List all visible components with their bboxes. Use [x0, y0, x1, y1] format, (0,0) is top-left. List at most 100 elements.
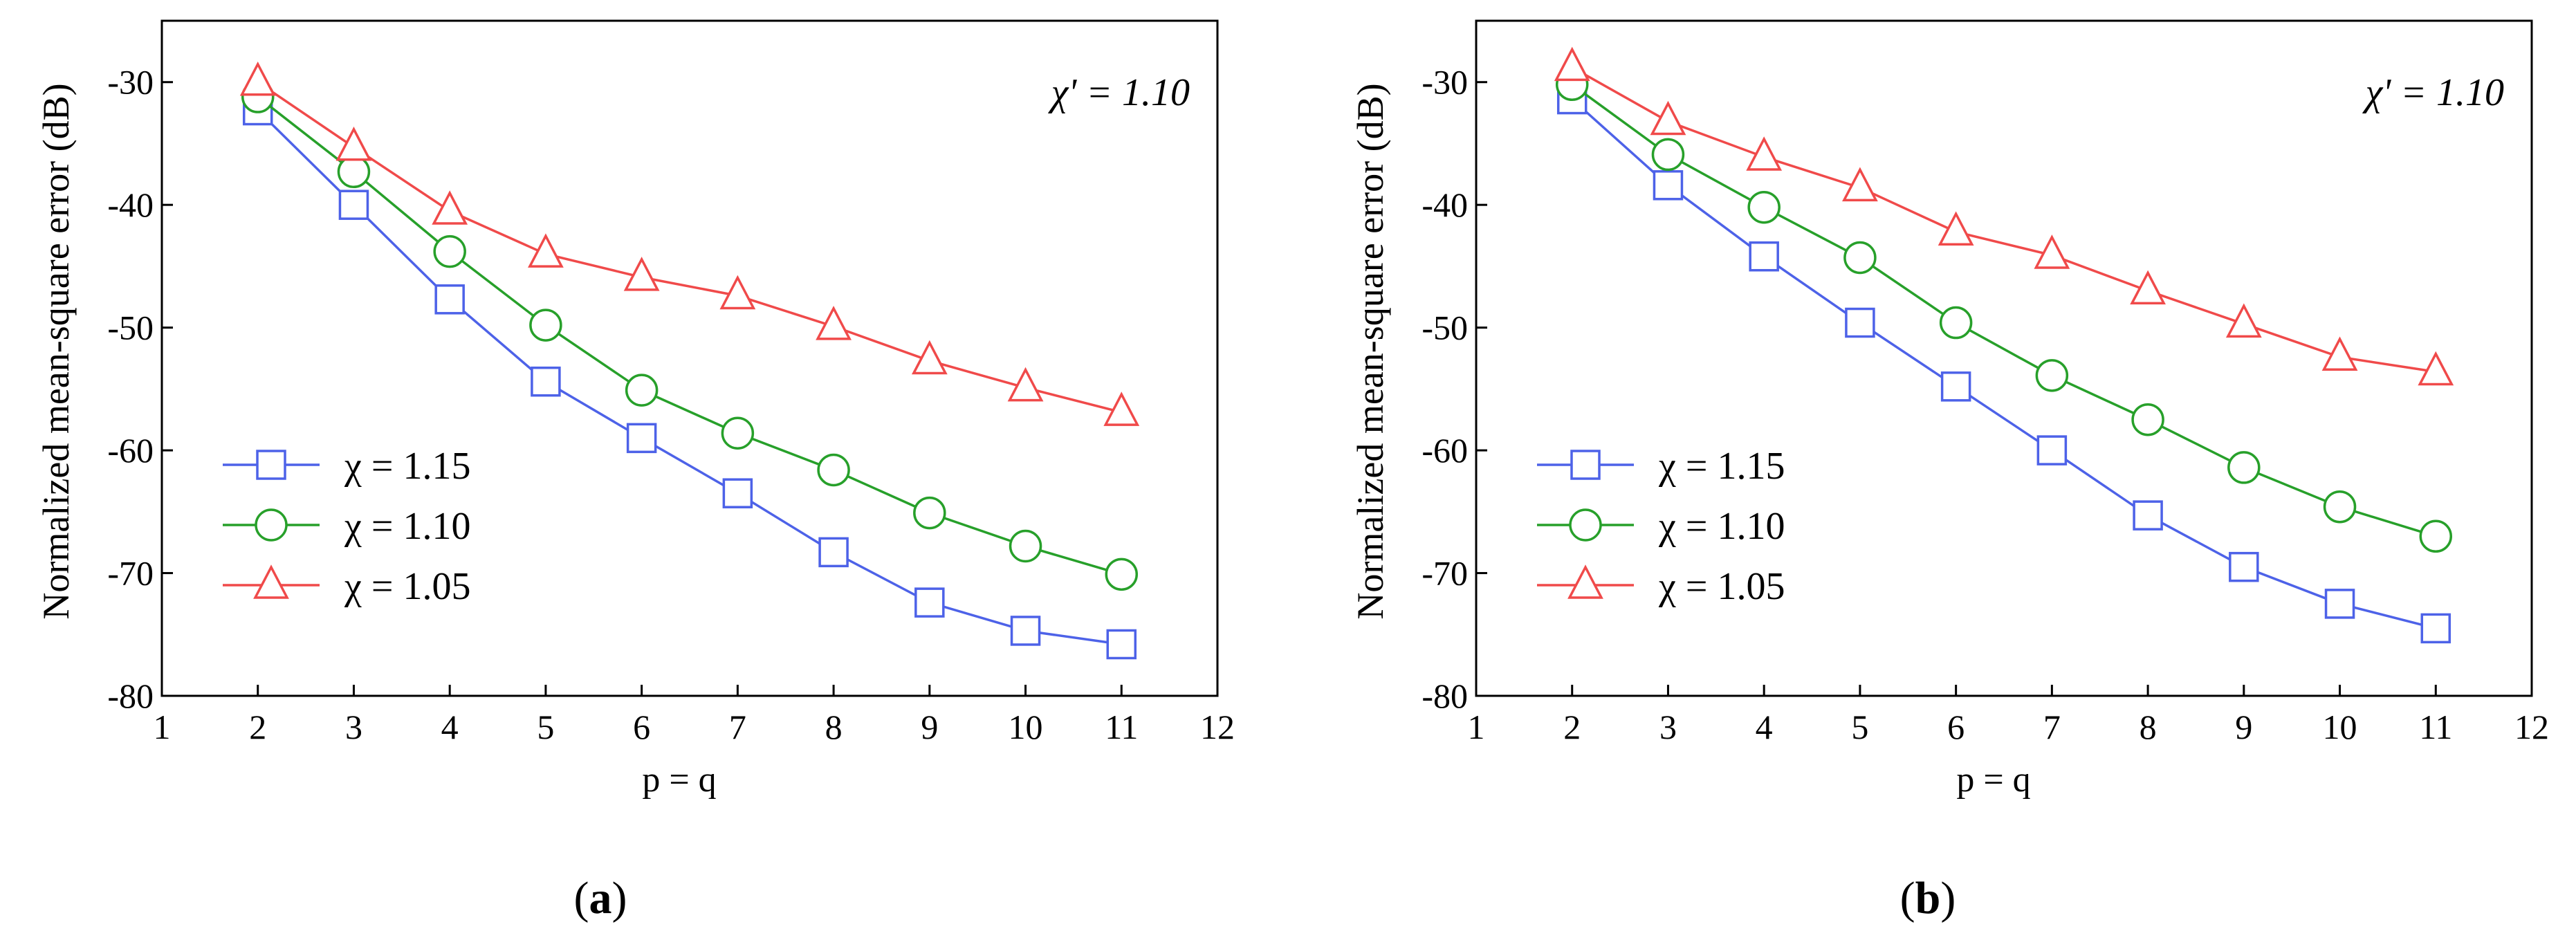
panel-label-close: )	[1940, 873, 1956, 923]
plot-frame	[160, 19, 1219, 697]
y-tick-label: -60	[1422, 431, 1468, 470]
series-line	[257, 95, 1122, 575]
x-tick-label: 6	[633, 708, 650, 746]
data-point	[338, 190, 369, 220]
data-point	[2035, 359, 2069, 392]
legend-label: χ = 1.10	[1658, 505, 1785, 548]
y-axis-label: Normalized mean-square error (dB)	[1350, 83, 1391, 619]
x-tick-label: 10	[1009, 708, 1043, 746]
legend-label: χ = 1.05	[1658, 565, 1785, 608]
x-tick-label: 2	[1563, 708, 1581, 746]
legend-marker	[253, 564, 289, 599]
data-point	[432, 190, 468, 225]
data-point	[722, 478, 753, 508]
legend-label: χ = 1.05	[344, 565, 470, 608]
data-point	[2324, 589, 2355, 619]
series-line	[257, 109, 1122, 646]
y-tick-label: -50	[1422, 308, 1468, 347]
x-axis-label: p = q	[1956, 760, 2030, 800]
x-axis-label: p = q	[642, 760, 716, 800]
panel-label: (b)	[1900, 873, 1956, 923]
data-point	[818, 537, 849, 568]
data-point	[2034, 234, 2070, 269]
legend-marker	[1569, 508, 1602, 542]
x-tick-label: 5	[537, 708, 554, 746]
data-point	[1650, 100, 1686, 136]
data-point	[625, 374, 659, 407]
data-point	[1105, 557, 1139, 591]
data-point	[1939, 306, 1973, 340]
x-tick-label: 9	[921, 708, 938, 746]
y-tick-label: -40	[107, 185, 154, 224]
series-triangle	[239, 61, 1140, 426]
data-point	[2225, 303, 2262, 338]
data-point	[239, 61, 276, 96]
legend-item: χ = 1.15	[223, 445, 470, 488]
data-point	[531, 366, 561, 397]
y-tick-label: -80	[1422, 676, 1468, 715]
series-circle	[1555, 68, 2453, 553]
x-tick-label: 8	[825, 708, 843, 746]
x-tick-label: 10	[2323, 708, 2357, 746]
data-point	[1843, 241, 1877, 275]
x-tick-label: 2	[249, 708, 266, 746]
data-point	[1747, 190, 1781, 224]
data-point	[816, 306, 852, 340]
y-axis-label: Normalized mean-square error (dB)	[35, 83, 77, 619]
series-circle	[241, 80, 1139, 591]
panel-label-open: (	[574, 873, 589, 923]
x-tick-label: 7	[2043, 708, 2061, 746]
data-point	[335, 127, 372, 161]
data-point	[2130, 270, 2166, 305]
x-tick-label: 5	[1851, 708, 1868, 746]
y-tick-label: -30	[1422, 63, 1468, 102]
data-point	[434, 284, 465, 315]
plot-frame	[1475, 19, 2533, 697]
legend-label: χ = 1.15	[344, 445, 470, 488]
legend: χ = 1.15 χ = 1.10 χ = 1.05	[223, 445, 470, 608]
legend-marker	[256, 450, 286, 480]
legend: χ = 1.15 χ = 1.10 χ = 1.05	[1537, 445, 1785, 608]
legend-item: χ = 1.05	[223, 564, 470, 608]
chart-panel-a: 1 2 3 4 5 6 7 8 9 10 11 12-30-40-50-60-70-80p = qNo…	[35, 19, 1235, 923]
data-point	[2229, 551, 2259, 582]
legend-label: χ = 1.15	[1658, 445, 1785, 488]
data-point	[2036, 435, 2068, 466]
data-point	[1746, 136, 1783, 171]
data-point	[1010, 616, 1041, 646]
data-point	[1007, 367, 1044, 402]
data-point	[2419, 519, 2453, 553]
data-point	[2418, 351, 2454, 386]
data-point	[2227, 451, 2261, 484]
x-tick-label: 7	[729, 708, 746, 746]
series-line	[1571, 66, 2436, 374]
data-point	[2131, 403, 2164, 436]
legend-marker	[255, 508, 288, 542]
x-tick-label: 1	[1468, 708, 1485, 746]
legend-marker	[1570, 450, 1601, 480]
y-tick-label: -70	[107, 554, 154, 593]
annotation-text: χ' = 1.10	[2362, 71, 2504, 114]
panel-label-letter: a	[589, 873, 612, 923]
data-point	[911, 340, 948, 375]
data-point	[721, 416, 755, 450]
data-point	[626, 423, 657, 454]
panel-label: (a)	[574, 873, 627, 923]
panel-label-open: (	[1900, 873, 1915, 923]
x-tick-label: 3	[345, 708, 362, 746]
data-point	[1009, 529, 1042, 563]
data-point	[719, 275, 756, 310]
legend-item: χ = 1.10	[223, 505, 470, 548]
x-tick-label: 9	[2235, 708, 2252, 746]
x-tick-label: 11	[2419, 708, 2452, 746]
y-tick-label: -50	[107, 308, 154, 347]
panel-label-letter: b	[1915, 873, 1941, 923]
data-point	[1653, 170, 1684, 201]
series-line	[1571, 98, 2436, 630]
x-tick-label: 11	[1105, 708, 1138, 746]
data-point	[1651, 138, 1685, 172]
data-point	[1106, 629, 1137, 660]
data-point	[2420, 613, 2451, 644]
annotation-text: χ' = 1.10	[1048, 71, 1190, 114]
